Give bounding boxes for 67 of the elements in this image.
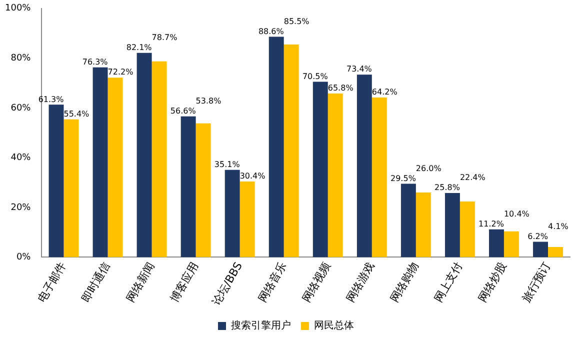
bar [64,119,79,258]
data-label: 22.4% [460,173,486,182]
x-tick-label: 网络游戏 [344,260,377,305]
data-label: 6.2% [528,232,548,241]
bar [136,52,152,258]
data-label: 70.5% [302,72,328,81]
y-tick-label: 40% [10,153,32,164]
data-label: 88.6% [258,26,284,36]
y-tick-label: 20% [10,202,32,213]
x-tick-label: 即时通信 [80,260,113,305]
x-tick-label: 旅行预订 [520,260,554,305]
bar [489,229,504,258]
data-label: 76.3% [82,57,108,66]
bar [444,193,460,258]
data-label: 56.6% [170,106,196,116]
bar [92,67,108,258]
bar [400,184,416,258]
legend-label: 网民总体 [314,320,354,332]
bar [533,242,548,258]
data-label: 85.5% [284,16,310,26]
data-label: 25.8% [434,183,460,192]
legend-label: 搜索引擎用户 [231,320,291,332]
data-label: 4.1% [548,222,569,231]
y-tick-label: 80% [10,54,32,64]
data-label: 73.4% [346,64,372,74]
data-label: 65.8% [328,84,354,93]
bar [152,61,167,258]
bar [240,182,255,258]
data-label: 30.4% [240,172,266,181]
bar [108,78,123,258]
data-label: 26.0% [416,164,442,173]
bar [356,74,372,258]
x-tick-label: 电子邮件 [36,260,69,305]
y-tick-label: 60% [10,103,32,114]
bar [460,201,475,258]
bar [416,192,431,258]
bar [268,36,284,258]
bar [284,44,299,258]
bar [180,116,196,258]
x-tick-label: 网络炒股 [476,260,510,305]
bar [224,170,240,258]
x-tick-label: 网络视频 [300,260,333,305]
x-tick-label: 博客应用 [168,260,201,305]
y-tick-label: 100% [4,4,32,14]
bar [504,231,519,258]
bar [312,82,328,258]
data-label: 29.5% [390,174,416,183]
bar [196,123,211,258]
data-label: 64.2% [372,88,398,97]
bar [372,97,387,258]
data-label: 82.1% [126,43,152,52]
bar [328,93,343,258]
x-tick-label: 网络音乐 [256,260,289,305]
bar [48,104,64,258]
data-label: 10.4% [504,209,530,218]
y-tick-label: 0% [16,252,32,263]
data-label: 72.2% [108,68,134,77]
data-label: 78.7% [152,33,178,42]
x-tick-label: 网上支付 [432,260,466,305]
data-label: 55.4% [64,109,90,118]
x-tick-label: 网络新闻 [124,260,157,305]
bar [548,246,563,258]
data-label: 11.2% [478,219,504,228]
data-label: 35.1% [214,160,240,169]
x-tick-label: 网络购物 [388,260,421,305]
data-label: 61.3% [38,94,64,104]
data-label: 53.8% [196,96,222,106]
